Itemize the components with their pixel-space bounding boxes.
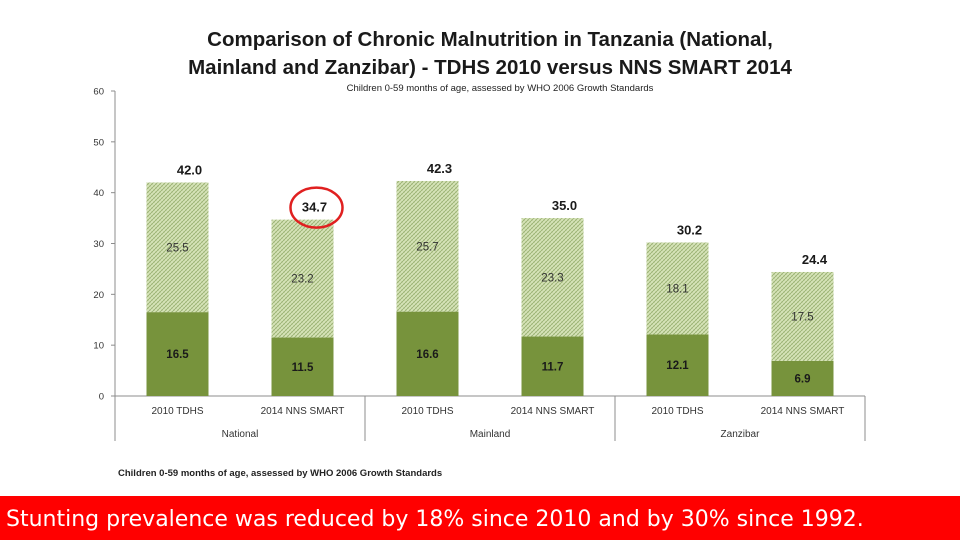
data-label-moderate: 25.5 xyxy=(166,242,188,254)
stacked-bar-chart: 0 10 20 30 40 50 60 National Mainland Zanzibar 16.… xyxy=(93,87,866,441)
bar-segment-moderate xyxy=(396,180,459,312)
bar-segment-severe xyxy=(271,337,334,396)
data-label-severe: 11.7 xyxy=(542,361,564,373)
data-label-total: 42.0 xyxy=(177,163,202,178)
bar-segment-severe xyxy=(146,312,209,396)
bar-segment-moderate xyxy=(521,218,584,337)
group-label: Zanzibar xyxy=(721,429,761,440)
y-tick-label: 10 xyxy=(93,341,104,352)
chart-subtitle: Children 0-59 months of age, assessed by… xyxy=(346,83,654,94)
data-label-moderate: 17.5 xyxy=(791,311,813,323)
bar-segment-severe xyxy=(771,360,834,396)
x-tick-label: 2010 TDHS xyxy=(151,406,203,417)
data-label-total: 34.7 xyxy=(302,200,327,215)
data-label-severe: 16.6 xyxy=(416,349,438,361)
data-label-moderate: 23.2 xyxy=(291,274,313,286)
group-label: Mainland xyxy=(470,429,511,440)
footnote: Children 0-59 months of age, assessed by… xyxy=(118,468,443,479)
chart-title: Comparison of Chronic Malnutrition in Ta… xyxy=(120,26,860,82)
bar-segment-severe xyxy=(521,336,584,396)
data-label-total: 24.4 xyxy=(802,252,828,267)
bar-segment-severe xyxy=(396,311,459,396)
bar-segment-moderate xyxy=(146,182,209,313)
y-tick-label: 30 xyxy=(93,239,104,250)
data-label-severe: 16.5 xyxy=(166,349,189,361)
x-tick-label: 2010 TDHS xyxy=(401,406,453,417)
y-tick-label: 40 xyxy=(93,188,104,199)
highlight-circle xyxy=(289,186,344,229)
data-label-moderate: 18.1 xyxy=(666,283,688,295)
x-tick-label: 2010 TDHS xyxy=(651,406,703,417)
data-label-total: 42.3 xyxy=(427,161,452,176)
summary-banner-text: Stunting prevalence was reduced by 18% s… xyxy=(6,507,864,532)
x-tick-label: 2014 NNS SMART xyxy=(761,406,845,417)
bar-segment-moderate xyxy=(771,271,834,361)
group-label: National xyxy=(222,429,259,440)
data-label-moderate: 25.7 xyxy=(416,241,438,253)
data-label-severe: 6.9 xyxy=(795,373,811,385)
bar-segment-moderate xyxy=(646,242,709,335)
bar-segment-moderate xyxy=(271,219,334,338)
y-tick-label: 50 xyxy=(93,137,104,148)
data-label-severe: 12.1 xyxy=(666,360,689,372)
data-label-moderate: 23.3 xyxy=(541,272,563,284)
data-label-total: 35.0 xyxy=(552,198,577,213)
chart-title-line-2: Mainland and Zanzibar) - TDHS 2010 versu… xyxy=(188,56,792,79)
x-tick-label: 2014 NNS SMART xyxy=(511,406,595,417)
data-label-total: 30.2 xyxy=(677,222,702,237)
data-label-severe: 11.5 xyxy=(292,362,314,374)
bar-segment-severe xyxy=(646,334,709,396)
summary-banner: Stunting prevalence was reduced by 18% s… xyxy=(0,496,960,540)
y-tick-label: 0 xyxy=(99,392,104,403)
x-tick-label: 2014 NNS SMART xyxy=(261,406,345,417)
chart-title-line-1: Comparison of Chronic Malnutrition in Ta… xyxy=(207,28,773,51)
y-tick-label: 20 xyxy=(93,290,104,301)
y-tick-label: 60 xyxy=(93,87,104,98)
